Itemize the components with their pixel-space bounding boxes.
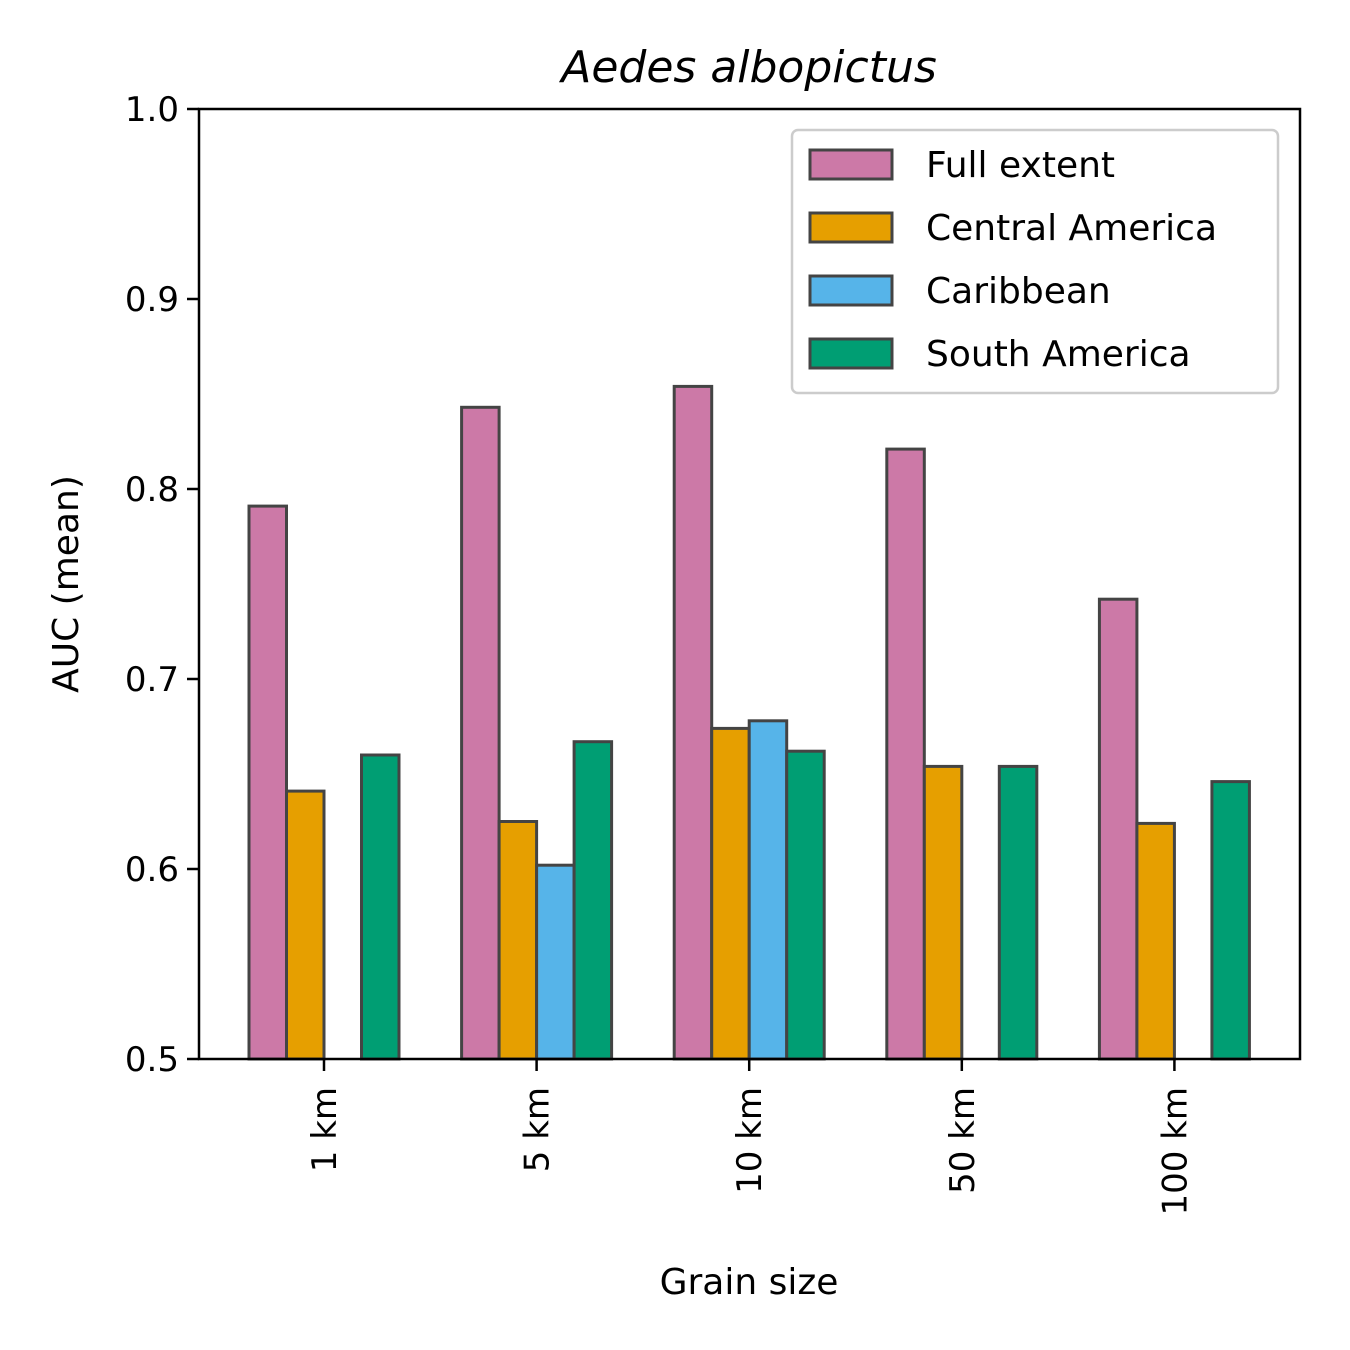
- bar-central-america-5km: [497, 820, 539, 1061]
- y-axis-label: AUC (mean): [46, 475, 87, 693]
- bar-south-america-100km: [1210, 780, 1251, 1061]
- y-tick-label: 0.9: [125, 280, 179, 320]
- bar-south-america-1km: [360, 753, 401, 1061]
- x-tick-label: 100 km: [1155, 1087, 1195, 1216]
- bar-caribbean-5km: [535, 863, 576, 1061]
- x-tick-label: 5 km: [518, 1087, 558, 1172]
- x-axis-label: Grain size: [660, 1262, 839, 1303]
- bar-south-america-5km: [572, 740, 614, 1061]
- y-tick-label: 1.0: [125, 90, 179, 130]
- bar-south-america-50km: [997, 764, 1039, 1061]
- x-tick-label: 1 km: [305, 1087, 345, 1172]
- bar-south-america-10km: [785, 749, 826, 1061]
- y-tick-label: 0.6: [125, 850, 179, 890]
- legend-entry-label: Full extent: [926, 145, 1115, 186]
- bar-full-extent-100km: [1097, 597, 1139, 1061]
- x-tick-label: 50 km: [943, 1087, 983, 1194]
- legend-entry-label: South America: [926, 334, 1191, 375]
- bar-central-america-1km: [285, 789, 326, 1061]
- legend-entry-label: Caribbean: [926, 271, 1111, 312]
- bar-caribbean-10km: [747, 719, 789, 1061]
- legend-swatch: [808, 211, 894, 244]
- legend: Full extent Central America Caribbean South…: [790, 128, 1280, 395]
- bar-central-america-50km: [922, 764, 964, 1061]
- bars-group: [247, 384, 1251, 1061]
- chart-title: Aedes albopictus: [558, 42, 937, 93]
- bar-central-america-10km: [710, 726, 751, 1061]
- bar-full-extent-10km: [672, 384, 714, 1061]
- legend-swatch: [808, 148, 894, 181]
- legend-swatch: [808, 337, 894, 370]
- legend-swatch: [808, 274, 894, 307]
- x-axis: 1 km 5 km 10 km 50 km 100 km: [305, 1059, 1195, 1216]
- bar-full-extent-5km: [460, 405, 501, 1061]
- y-tick-label: 0.8: [125, 470, 179, 510]
- bar-full-extent-1km: [247, 504, 288, 1061]
- bar-central-america-100km: [1135, 821, 1176, 1061]
- y-tick-label: 0.7: [125, 660, 179, 700]
- y-tick-label: 0.5: [125, 1040, 179, 1080]
- legend-entry-label: Central America: [926, 208, 1217, 249]
- bar-full-extent-50km: [885, 447, 926, 1061]
- x-tick-label: 10 km: [730, 1087, 770, 1194]
- legend-frame: [790, 128, 1280, 395]
- y-axis: 0.5 0.6 0.7 0.8 0.9 1.0: [125, 90, 199, 1080]
